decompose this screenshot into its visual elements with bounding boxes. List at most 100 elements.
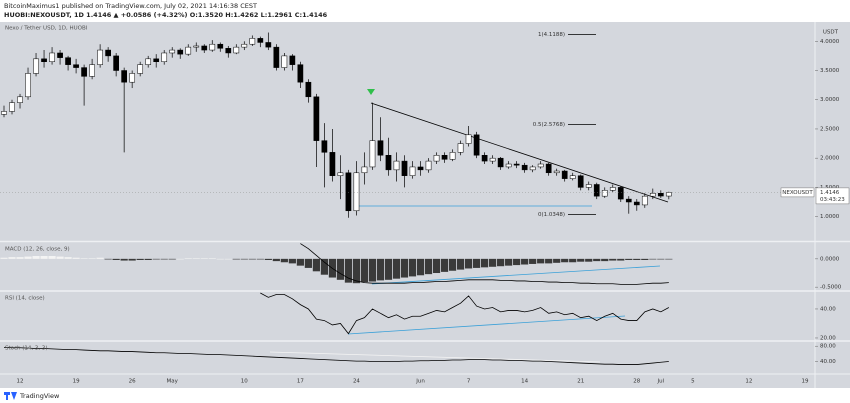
countdown-tag: 03:43:23	[820, 197, 845, 203]
histogram-bar	[184, 258, 192, 259]
y-axis-label: USDT	[823, 30, 839, 36]
candle-body	[489, 157, 496, 162]
candle-body	[345, 172, 352, 212]
candle-body	[569, 175, 576, 179]
histogram-bar	[368, 258, 377, 282]
symbol-line: HUOBI:NEXOUSDT, 1D 1.4146 ▲ +0.0586 (+4.…	[4, 11, 328, 19]
symbol-tag: NEXOUSDT	[782, 190, 813, 196]
y-tick-label: 0.0000	[820, 256, 840, 262]
histogram-bar	[609, 258, 617, 261]
pane-legend: MACD (12, 26, close, 9)	[5, 247, 70, 253]
histogram-bar	[80, 258, 88, 259]
candle-body	[641, 195, 648, 206]
candle-body	[449, 152, 456, 160]
pane	[3, 346, 669, 365]
candle-body	[89, 64, 95, 77]
candle-body	[177, 49, 184, 55]
candle-body	[401, 160, 408, 176]
rsi-divergence-line	[347, 315, 626, 335]
histogram-bar	[160, 258, 168, 260]
candle-body	[649, 192, 656, 197]
histogram-bar	[176, 258, 184, 260]
candle-body	[193, 45, 200, 48]
y-tick-label: 2.5000	[820, 126, 840, 132]
histogram-bar	[344, 258, 353, 283]
candle-body	[529, 166, 536, 171]
candle-body	[625, 198, 632, 203]
candle-body	[137, 64, 144, 74]
y-tick-label: -0.5000	[820, 285, 842, 291]
candle-body	[361, 166, 368, 174]
histogram-bar	[216, 258, 224, 260]
histogram-bar	[641, 258, 649, 260]
candle-body	[329, 152, 336, 176]
candle-body	[57, 52, 63, 58]
histogram-bar	[505, 258, 513, 266]
histogram-bar	[440, 258, 449, 272]
candle-body	[145, 58, 152, 65]
x-tick-label: Jul	[656, 379, 664, 385]
chart-bg	[0, 22, 850, 388]
candle-body	[417, 166, 424, 171]
histogram-bar	[545, 258, 553, 264]
y-tick-label: 20.00	[820, 335, 836, 341]
histogram-bar	[408, 258, 417, 277]
histogram-bar	[8, 257, 16, 259]
candle-body	[609, 187, 616, 191]
histogram-bar	[128, 258, 136, 261]
histogram-bar	[424, 258, 433, 275]
histogram-bar	[24, 256, 32, 259]
macd-divergence-line	[371, 265, 661, 285]
signal-triangle	[367, 89, 375, 95]
candle-body	[585, 184, 592, 188]
pane-legend: Stoch (14, 3, 3)	[5, 346, 48, 352]
fib-label: 0(1.0348)	[538, 212, 565, 218]
candle-body	[73, 64, 79, 68]
candle-body	[265, 42, 272, 48]
candle-body	[289, 55, 296, 65]
x-tick-label: 14	[521, 379, 528, 385]
candle-body	[433, 155, 440, 162]
candle-body	[201, 45, 208, 51]
histogram-bar	[104, 258, 112, 260]
candle-body	[481, 155, 488, 162]
pane-legend: Nexo / Tether USD, 1D, HUOBI	[5, 26, 88, 32]
histogram-bar	[64, 257, 72, 259]
candle-body	[217, 43, 224, 49]
candle-body	[369, 140, 376, 168]
candle-body	[97, 49, 103, 65]
histogram-bar	[0, 257, 8, 259]
candle-body	[385, 155, 392, 171]
trend-line	[370, 102, 669, 203]
histogram-bar	[288, 258, 296, 264]
y-tick-label: 3.5000	[820, 68, 840, 74]
histogram-bar	[472, 258, 481, 268]
candle-body	[25, 73, 31, 98]
candle-body	[321, 140, 328, 153]
candle-body	[121, 70, 128, 83]
histogram-bar	[56, 256, 64, 259]
histogram-bar	[553, 258, 561, 263]
candle-body	[545, 163, 552, 174]
candle-body	[225, 48, 232, 54]
histogram-bar	[569, 258, 577, 263]
y-tick-label: 80.00	[820, 344, 836, 350]
histogram-bar	[264, 258, 272, 260]
histogram-bar	[192, 258, 200, 259]
histogram-bar	[360, 258, 369, 283]
histogram-bar	[200, 258, 208, 259]
histogram-bar	[304, 258, 312, 268]
candle-body	[105, 49, 111, 57]
indicator-line	[300, 243, 669, 285]
candle-body	[353, 172, 360, 212]
candle-body	[457, 143, 464, 153]
candle-body	[337, 172, 344, 176]
histogram-bar	[72, 257, 80, 259]
candle-body	[49, 52, 55, 62]
histogram-bar	[312, 258, 320, 272]
candle-body	[617, 187, 624, 200]
histogram-bar	[481, 258, 489, 268]
candle-body	[497, 157, 504, 168]
histogram-bar	[561, 258, 569, 263]
histogram-bar	[400, 258, 409, 278]
